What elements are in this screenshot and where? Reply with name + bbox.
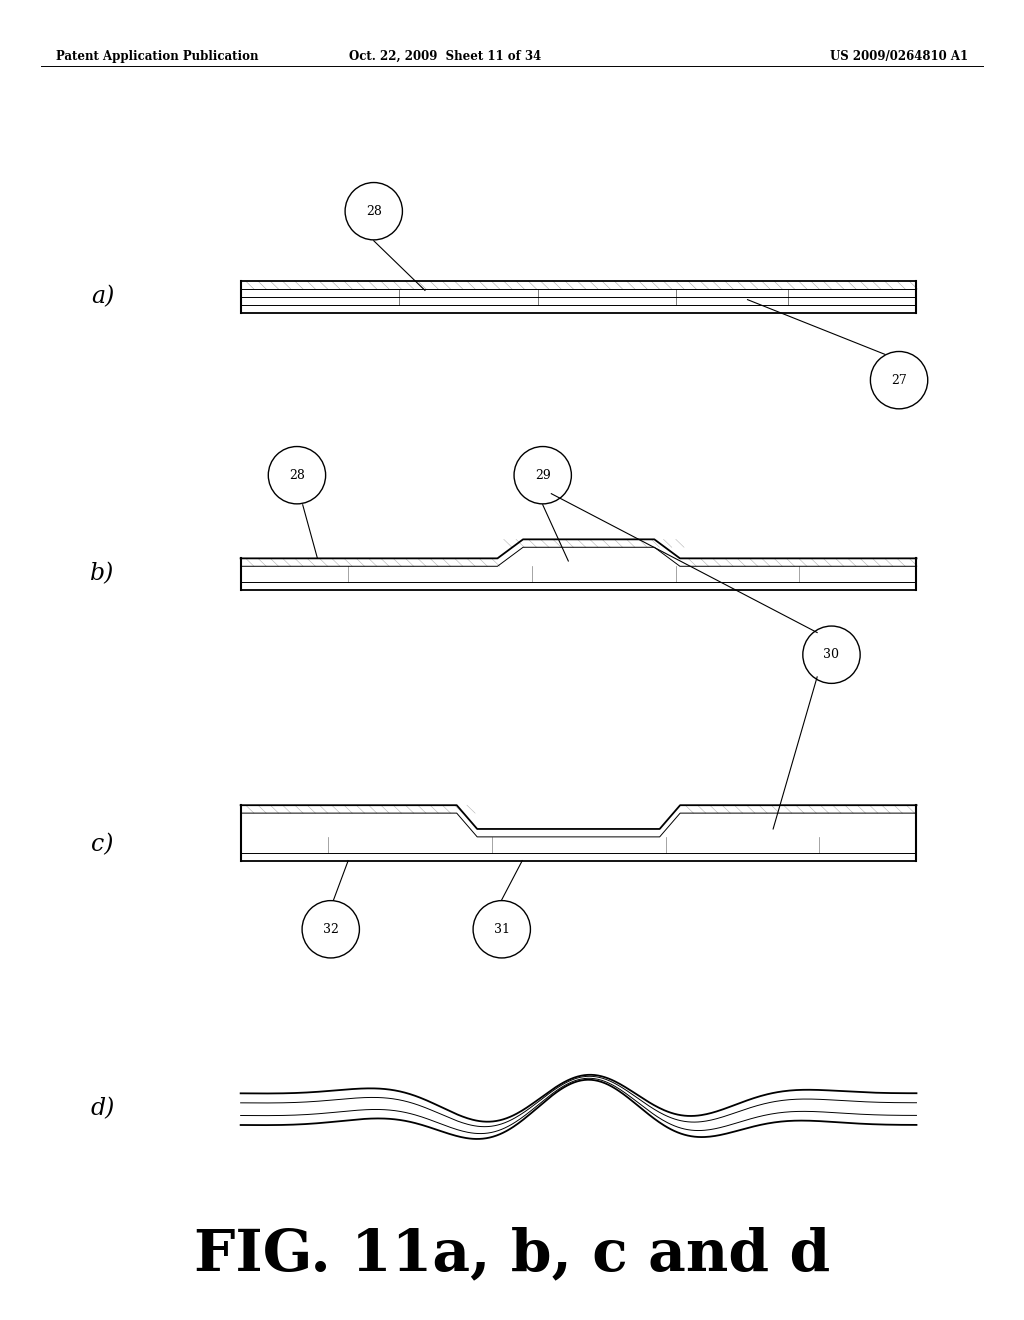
Text: 27: 27 bbox=[891, 374, 907, 387]
Text: FIG. 11a, b, c and d: FIG. 11a, b, c and d bbox=[194, 1226, 830, 1282]
Text: 28: 28 bbox=[289, 469, 305, 482]
Text: 29: 29 bbox=[535, 469, 551, 482]
Text: US 2009/0264810 A1: US 2009/0264810 A1 bbox=[829, 50, 968, 63]
Text: 28: 28 bbox=[366, 205, 382, 218]
Text: Patent Application Publication: Patent Application Publication bbox=[56, 50, 259, 63]
Text: b): b) bbox=[90, 562, 115, 586]
Text: c): c) bbox=[91, 833, 114, 857]
Text: d): d) bbox=[90, 1097, 115, 1121]
Text: 30: 30 bbox=[823, 648, 840, 661]
Text: 31: 31 bbox=[494, 923, 510, 936]
Text: Oct. 22, 2009  Sheet 11 of 34: Oct. 22, 2009 Sheet 11 of 34 bbox=[349, 50, 542, 63]
Text: a): a) bbox=[91, 285, 114, 309]
Text: 32: 32 bbox=[323, 923, 339, 936]
